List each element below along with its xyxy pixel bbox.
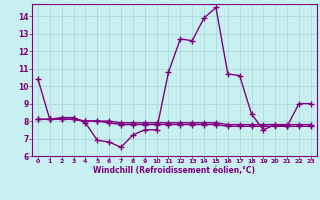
X-axis label: Windchill (Refroidissement éolien,°C): Windchill (Refroidissement éolien,°C): [93, 166, 255, 175]
